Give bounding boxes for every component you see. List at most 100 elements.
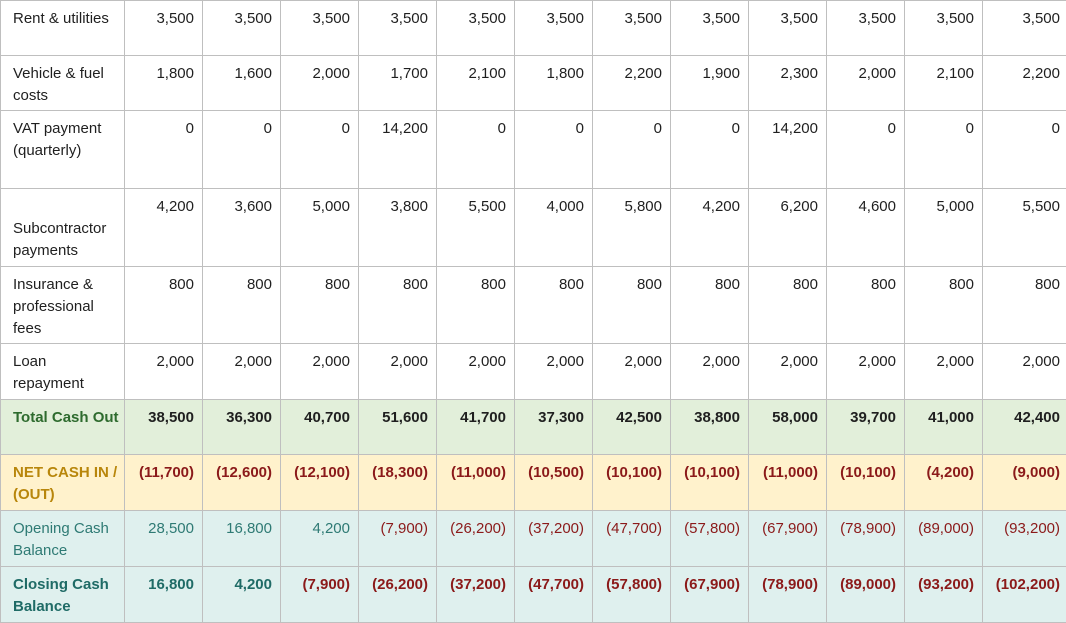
cell[interactable]: 800 [983, 267, 1066, 344]
cell[interactable]: 2,000 [437, 344, 515, 400]
cell[interactable]: 3,800 [359, 189, 437, 267]
cell[interactable]: 1,700 [359, 56, 437, 111]
cell[interactable]: (37,200) [437, 567, 515, 623]
cell[interactable]: 38,800 [671, 400, 749, 455]
cell[interactable]: 16,800 [125, 567, 203, 623]
cell[interactable]: 5,800 [593, 189, 671, 267]
cell[interactable]: (9,000) [983, 455, 1066, 511]
cell[interactable]: (12,100) [281, 455, 359, 511]
cell[interactable]: (7,900) [281, 567, 359, 623]
cell[interactable]: 800 [827, 267, 905, 344]
cell[interactable]: 3,600 [203, 189, 281, 267]
row-label[interactable]: VAT payment (quarterly) [1, 111, 125, 189]
cell[interactable]: (26,200) [437, 511, 515, 567]
cell[interactable]: (67,900) [671, 567, 749, 623]
cell[interactable]: 2,000 [515, 344, 593, 400]
cell[interactable]: (78,900) [827, 511, 905, 567]
cell[interactable]: 0 [203, 111, 281, 189]
cell[interactable]: (10,100) [671, 455, 749, 511]
cell[interactable]: 5,000 [281, 189, 359, 267]
cell[interactable]: 4,200 [281, 511, 359, 567]
row-label[interactable]: Opening Cash Balance [1, 511, 125, 567]
cell[interactable]: 42,400 [983, 400, 1066, 455]
cell[interactable]: 6,200 [749, 189, 827, 267]
cell[interactable]: (12,600) [203, 455, 281, 511]
cell[interactable]: (26,200) [359, 567, 437, 623]
cell[interactable]: (89,000) [827, 567, 905, 623]
cell[interactable]: 0 [125, 111, 203, 189]
cell[interactable]: 800 [593, 267, 671, 344]
cell[interactable]: (10,100) [827, 455, 905, 511]
cell[interactable]: (93,200) [905, 567, 983, 623]
cell[interactable]: 42,500 [593, 400, 671, 455]
cell[interactable]: 0 [593, 111, 671, 189]
cell[interactable]: 0 [515, 111, 593, 189]
row-label[interactable]: Subcontractor payments [1, 189, 125, 267]
row-label[interactable]: NET CASH IN / (OUT) [1, 455, 125, 511]
cell[interactable]: 0 [827, 111, 905, 189]
cell[interactable]: 800 [749, 267, 827, 344]
cell[interactable]: 39,700 [827, 400, 905, 455]
cell[interactable]: 3,500 [749, 1, 827, 56]
cell[interactable]: 0 [281, 111, 359, 189]
cell[interactable]: 5,500 [983, 189, 1066, 267]
cell[interactable]: (10,100) [593, 455, 671, 511]
cell[interactable]: 2,000 [593, 344, 671, 400]
cell[interactable]: 3,500 [593, 1, 671, 56]
row-label[interactable]: Vehicle & fuel costs [1, 56, 125, 111]
cell[interactable]: 800 [905, 267, 983, 344]
cell[interactable]: 2,100 [905, 56, 983, 111]
cell[interactable]: 800 [359, 267, 437, 344]
cell[interactable]: 2,000 [905, 344, 983, 400]
cell[interactable]: (18,300) [359, 455, 437, 511]
cell[interactable]: 2,200 [983, 56, 1066, 111]
cell[interactable]: (7,900) [359, 511, 437, 567]
cell[interactable]: 5,500 [437, 189, 515, 267]
cell[interactable]: 4,000 [515, 189, 593, 267]
cell[interactable]: 3,500 [203, 1, 281, 56]
cell[interactable]: 3,500 [281, 1, 359, 56]
cell[interactable]: 2,000 [359, 344, 437, 400]
row-label[interactable]: Loan repayment [1, 344, 125, 400]
cell[interactable]: 38,500 [125, 400, 203, 455]
cell[interactable]: 36,300 [203, 400, 281, 455]
cell[interactable]: 2,000 [749, 344, 827, 400]
cell[interactable]: 800 [515, 267, 593, 344]
cell[interactable]: (11,000) [437, 455, 515, 511]
cell[interactable]: 0 [905, 111, 983, 189]
cell[interactable]: 3,500 [515, 1, 593, 56]
cell[interactable]: (89,000) [905, 511, 983, 567]
cell[interactable]: 1,800 [125, 56, 203, 111]
cell[interactable]: (57,800) [671, 511, 749, 567]
row-label[interactable]: Closing Cash Balance [1, 567, 125, 623]
cell[interactable]: (10,500) [515, 455, 593, 511]
cell[interactable]: 3,500 [125, 1, 203, 56]
row-label[interactable]: Rent & utilities [1, 1, 125, 56]
cell[interactable]: 2,000 [203, 344, 281, 400]
cell[interactable]: (102,200) [983, 567, 1066, 623]
cell[interactable]: 5,000 [905, 189, 983, 267]
cell[interactable]: 800 [281, 267, 359, 344]
cell[interactable]: 2,200 [593, 56, 671, 111]
cell[interactable]: 800 [671, 267, 749, 344]
cell[interactable]: 2,000 [281, 56, 359, 111]
cell[interactable]: 3,500 [827, 1, 905, 56]
cell[interactable]: (93,200) [983, 511, 1066, 567]
cell[interactable]: (37,200) [515, 511, 593, 567]
cell[interactable]: (47,700) [593, 511, 671, 567]
cell[interactable]: 40,700 [281, 400, 359, 455]
row-label[interactable]: Insurance & professional fees [1, 267, 125, 344]
cell[interactable]: 1,600 [203, 56, 281, 111]
cell[interactable]: (4,200) [905, 455, 983, 511]
cell[interactable]: 16,800 [203, 511, 281, 567]
cell[interactable]: 3,500 [359, 1, 437, 56]
cell[interactable]: 2,000 [671, 344, 749, 400]
cell[interactable]: 51,600 [359, 400, 437, 455]
cell[interactable]: 2,000 [827, 56, 905, 111]
cell[interactable]: 4,200 [125, 189, 203, 267]
cell[interactable]: 3,500 [905, 1, 983, 56]
cell[interactable]: 2,100 [437, 56, 515, 111]
cell[interactable]: 58,000 [749, 400, 827, 455]
cell[interactable]: 3,500 [437, 1, 515, 56]
cell[interactable]: (11,700) [125, 455, 203, 511]
